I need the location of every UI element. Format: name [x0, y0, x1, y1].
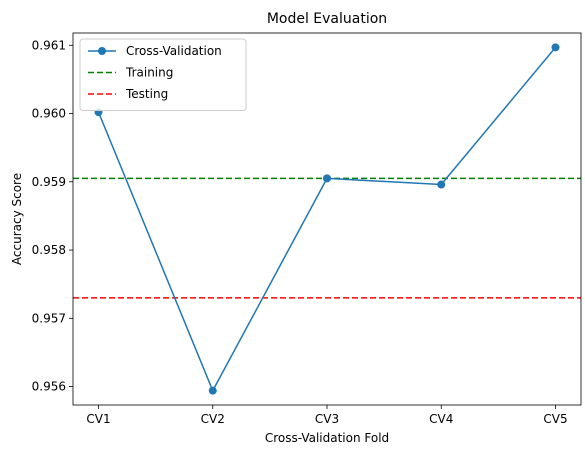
x-tick-label-cv5: CV5 — [543, 412, 567, 426]
data-point-cv4 — [437, 180, 446, 189]
x-axis: CV1 CV2 CV3 CV4 CV5 — [86, 405, 568, 426]
data-point-cv5 — [551, 43, 560, 52]
x-axis-label: Cross-Validation Fold — [265, 431, 389, 445]
legend-label-testing: Testing — [125, 87, 168, 101]
legend-box — [79, 38, 247, 111]
chart-title: Model Evaluation — [267, 11, 387, 27]
data-point-cv2 — [208, 386, 217, 395]
x-tick-label-cv4: CV4 — [429, 412, 453, 426]
y-tick-label-4: 0.960 — [32, 107, 66, 121]
y-tick-label-0: 0.956 — [32, 380, 66, 394]
legend-label-training: Training — [125, 66, 173, 80]
legend-label-cross-validation: Cross-Validation — [126, 44, 222, 58]
y-tick-label-5: 0.961 — [32, 38, 66, 52]
x-tick-label-cv2: CV2 — [201, 412, 225, 426]
legend: Cross-Validation Training Testing — [79, 38, 247, 111]
x-tick-label-cv3: CV3 — [315, 412, 339, 426]
y-tick-label-1: 0.957 — [32, 311, 66, 325]
y-axis-label: Accuracy Score — [10, 173, 24, 265]
data-point-cv3 — [323, 174, 331, 183]
plot-area — [72, 32, 582, 406]
y-axis: 0.956 0.957 0.958 0.959 0.960 0.961 — [32, 38, 73, 394]
y-tick-label-2: 0.958 — [32, 243, 66, 257]
legend-marker-cross-validation — [98, 47, 106, 55]
x-tick-label-cv1: CV1 — [86, 412, 110, 426]
y-tick-label-3: 0.959 — [32, 175, 66, 189]
